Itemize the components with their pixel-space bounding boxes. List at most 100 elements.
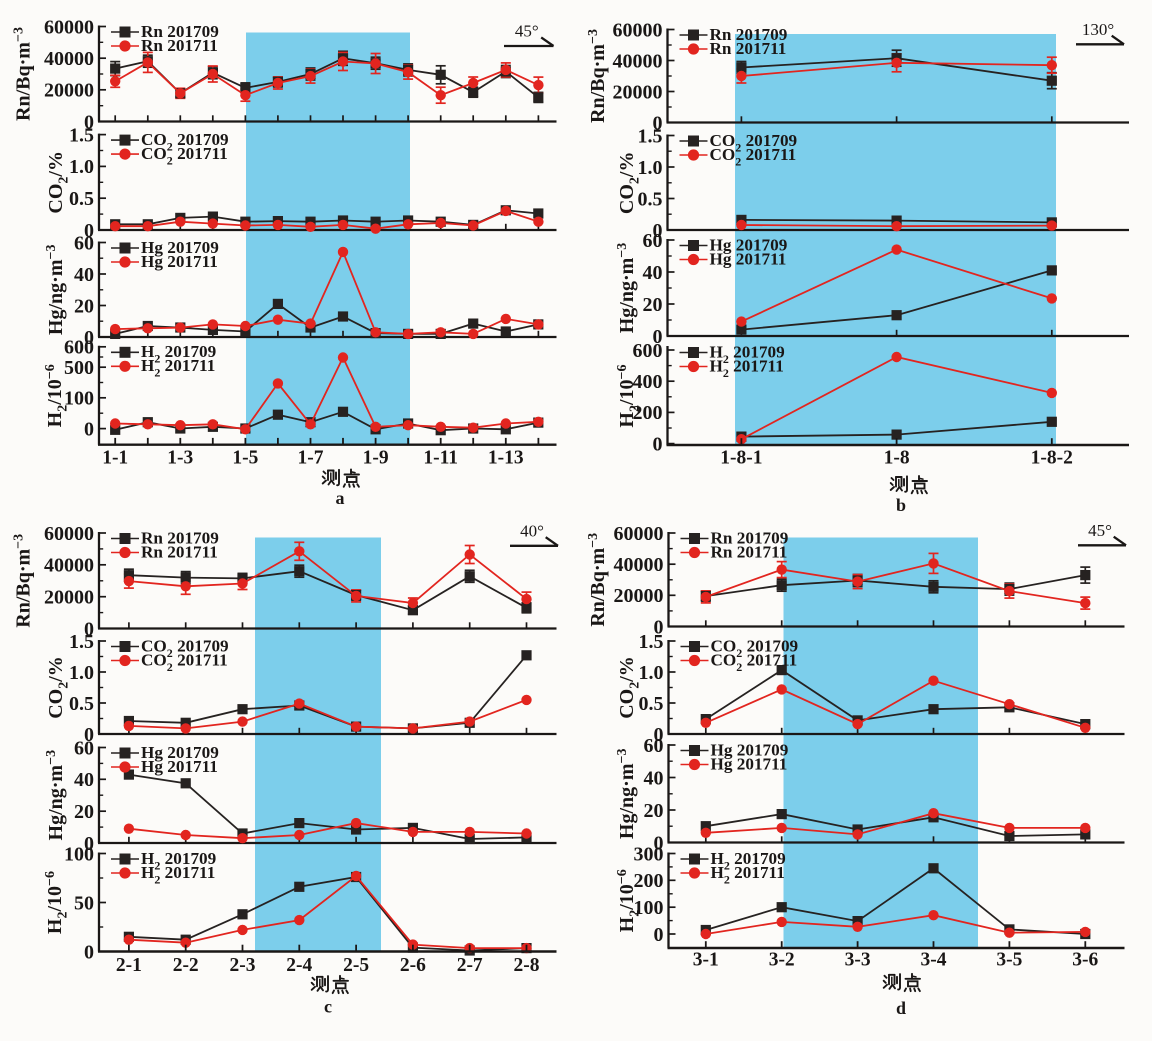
svg-text:40000: 40000 <box>613 50 663 72</box>
svg-text:Hg/ng·m−3​: Hg/ng·m−3​ <box>44 245 67 336</box>
svg-text:H2​ 201711: H2​ 201711 <box>141 356 215 380</box>
svg-text:3-2: 3-2 <box>769 949 795 970</box>
svg-text:Hg 201711: Hg 201711 <box>141 757 218 776</box>
svg-text:Rn 201709: Rn 201709 <box>711 528 789 547</box>
svg-text:Hg 201709: Hg 201709 <box>141 238 219 257</box>
svg-text:1.5: 1.5 <box>639 631 664 653</box>
svg-text:100: 100 <box>64 843 94 865</box>
svg-text:CO2​ 201711: CO2​ 201711 <box>141 144 228 168</box>
svg-text:CO2​/%: CO2​/% <box>616 152 643 215</box>
svg-text:Rn 201711: Rn 201711 <box>141 542 218 561</box>
svg-text:40000: 40000 <box>614 554 664 576</box>
svg-text:H2​ 201711: H2​ 201711 <box>141 863 215 887</box>
svg-text:2-7: 2-7 <box>457 955 483 976</box>
svg-text:0: 0 <box>654 724 664 746</box>
svg-text:200: 200 <box>633 402 663 424</box>
svg-text:1.0: 1.0 <box>639 662 664 684</box>
svg-text:0: 0 <box>654 616 664 638</box>
svg-text:1-3: 1-3 <box>167 448 193 469</box>
svg-text:H2​ 201711: H2​ 201711 <box>710 356 784 380</box>
svg-text:H2​/10−6​: H2​/10−6​ <box>43 871 71 934</box>
svg-text:Rn/Bq·m−3​: Rn/Bq·m−3​ <box>586 533 609 627</box>
svg-text:20: 20 <box>74 295 94 317</box>
svg-text:0: 0 <box>653 433 663 455</box>
svg-text:Hg 201711: Hg 201711 <box>710 249 787 268</box>
svg-text:d: d <box>896 998 906 1018</box>
svg-text:20000: 20000 <box>44 587 94 609</box>
svg-text:Rn/Bq·m−3​: Rn/Bq·m−3​ <box>12 534 35 628</box>
svg-text:3-4: 3-4 <box>921 949 947 970</box>
svg-text:0: 0 <box>84 327 94 349</box>
svg-text:1-8-2: 1-8-2 <box>1031 448 1073 469</box>
svg-text:1-9: 1-9 <box>363 448 389 469</box>
svg-text:1.0: 1.0 <box>69 156 94 178</box>
svg-text:40: 40 <box>74 264 94 286</box>
svg-text:2-1: 2-1 <box>116 955 142 976</box>
svg-text:H2​ 201709: H2​ 201709 <box>710 342 785 366</box>
svg-text:0: 0 <box>654 832 664 854</box>
svg-text:3-5: 3-5 <box>996 949 1022 970</box>
svg-text:300: 300 <box>634 843 664 865</box>
svg-text:20: 20 <box>644 800 664 822</box>
svg-text:c: c <box>324 996 332 1016</box>
svg-text:40: 40 <box>643 262 663 284</box>
svg-text:1.5: 1.5 <box>638 125 663 147</box>
svg-text:H2​/10−6​: H2​/10−6​ <box>615 869 643 932</box>
svg-text:60: 60 <box>74 737 94 759</box>
svg-text:Rn 201709: Rn 201709 <box>141 22 219 41</box>
svg-text:Hg 201709: Hg 201709 <box>710 235 788 254</box>
svg-text:60000: 60000 <box>614 523 664 545</box>
svg-text:2-2: 2-2 <box>173 955 199 976</box>
svg-text:0: 0 <box>84 418 94 440</box>
svg-text:0: 0 <box>84 618 94 640</box>
svg-text:H2​ 201709: H2​ 201709 <box>711 849 786 873</box>
svg-text:CO2​ 201711: CO2​ 201711 <box>710 145 797 169</box>
svg-text:2-8: 2-8 <box>514 955 540 976</box>
svg-text:0: 0 <box>84 941 94 963</box>
svg-text:0: 0 <box>654 924 664 946</box>
svg-text:200: 200 <box>634 870 664 892</box>
svg-text:CO2​ 201711: CO2​ 201711 <box>141 650 228 674</box>
svg-text:100: 100 <box>64 388 94 410</box>
svg-text:CO2​/%: CO2​/% <box>616 656 643 719</box>
svg-text:CO2​ 201709: CO2​ 201709 <box>711 636 799 660</box>
svg-text:130°: 130° <box>1082 20 1114 39</box>
svg-text:60: 60 <box>74 232 94 254</box>
svg-text:0: 0 <box>84 220 94 242</box>
svg-text:40000: 40000 <box>44 48 94 70</box>
svg-text:400: 400 <box>633 371 663 393</box>
svg-text:Hg 201711: Hg 201711 <box>711 754 788 773</box>
svg-text:CO2​ 201709: CO2​ 201709 <box>710 131 798 155</box>
svg-text:20000: 20000 <box>614 585 664 607</box>
svg-text:20: 20 <box>74 801 94 823</box>
svg-text:CO2​ 201711: CO2​ 201711 <box>711 650 798 674</box>
svg-text:Hg/ng·m−3​: Hg/ng·m−3​ <box>615 243 638 334</box>
svg-text:Hg/ng·m−3​: Hg/ng·m−3​ <box>44 750 67 841</box>
svg-text:0: 0 <box>653 112 663 134</box>
svg-text:20000: 20000 <box>613 81 663 103</box>
svg-text:40: 40 <box>74 769 94 791</box>
svg-text:0.5: 0.5 <box>639 693 664 715</box>
svg-text:3-1: 3-1 <box>693 949 719 970</box>
svg-text:0.5: 0.5 <box>69 693 94 715</box>
svg-text:1.5: 1.5 <box>69 124 94 146</box>
svg-text:1-5: 1-5 <box>232 448 258 469</box>
svg-text:3-6: 3-6 <box>1072 949 1098 970</box>
svg-text:H2​ 201709: H2​ 201709 <box>141 849 216 873</box>
svg-text:1-8: 1-8 <box>884 448 910 469</box>
svg-text:60000: 60000 <box>44 523 94 545</box>
svg-text:Rn 201711: Rn 201711 <box>711 542 788 561</box>
svg-text:0: 0 <box>84 111 94 133</box>
svg-text:1-7: 1-7 <box>298 448 324 469</box>
svg-text:0: 0 <box>84 724 94 746</box>
svg-text:40°: 40° <box>520 521 544 540</box>
svg-text:60: 60 <box>643 230 663 252</box>
svg-text:50: 50 <box>74 892 94 914</box>
svg-text:500: 500 <box>64 357 94 379</box>
svg-text:2-5: 2-5 <box>343 955 369 976</box>
svg-text:H2​/10−6​: H2​/10−6​ <box>43 364 71 427</box>
svg-text:600: 600 <box>64 337 94 359</box>
svg-text:2-6: 2-6 <box>400 955 426 976</box>
svg-text:45°: 45° <box>515 22 539 41</box>
svg-text:2-3: 2-3 <box>230 955 256 976</box>
